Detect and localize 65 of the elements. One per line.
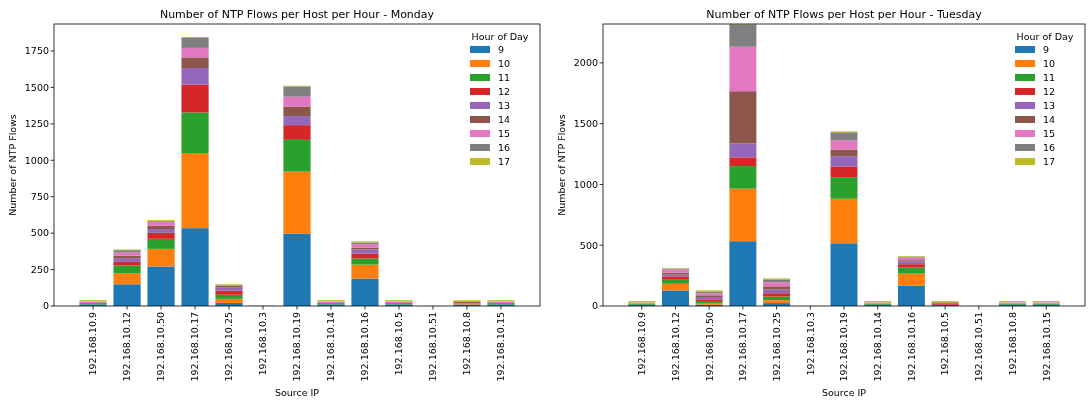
y-axis-title: Number of NTP Flows xyxy=(556,114,567,216)
legend-label: 9 xyxy=(498,44,505,55)
x-tick-label: 192.168.10.5 xyxy=(393,312,405,376)
legend-title: Hour of Day xyxy=(471,31,529,42)
x-tick-label: 192.168.10.3 xyxy=(804,312,816,376)
x-tick-label: 192.168.10.3 xyxy=(257,312,269,376)
x-tick-label: 192.168.10.17 xyxy=(737,312,749,382)
x-tick-label: 192.168.10.16 xyxy=(905,312,917,382)
legend-label: 10 xyxy=(498,58,511,69)
x-tick-label: 192.168.10.15 xyxy=(1040,312,1052,382)
legend-label: 9 xyxy=(1043,44,1050,55)
legend-title: Hour of Day xyxy=(1016,31,1074,42)
legend-label: 16 xyxy=(498,142,511,153)
y-tick-label: 1500 xyxy=(24,81,49,93)
legend-label: 13 xyxy=(498,100,511,111)
legend-label: 13 xyxy=(1043,100,1056,111)
x-tick-label: 192.168.10.19 xyxy=(291,312,303,382)
x-tick-label: 192.168.10.8 xyxy=(461,312,473,376)
legend-label: 15 xyxy=(1043,128,1056,139)
x-tick-label: 192.168.10.9 xyxy=(636,312,648,376)
legend-label: 14 xyxy=(498,114,511,125)
x-tick-label: 192.168.10.15 xyxy=(495,312,507,382)
x-tick-label: 192.168.10.51 xyxy=(973,312,985,382)
x-tick-label: 192.168.10.12 xyxy=(669,312,681,382)
y-tick-label: 750 xyxy=(30,191,49,203)
y-tick-label: 0 xyxy=(591,300,598,312)
x-tick-label: 192.168.10.50 xyxy=(703,312,715,382)
x-tick-label: 192.168.10.5 xyxy=(939,312,951,376)
y-tick-label: 250 xyxy=(30,263,49,275)
x-tick-label: 192.168.10.25 xyxy=(223,312,235,382)
x-tick-label: 192.168.10.16 xyxy=(359,312,371,382)
x-tick-label: 192.168.10.12 xyxy=(121,312,133,382)
x-tick-label: 192.168.10.17 xyxy=(189,312,201,382)
y-tick-label: 0 xyxy=(42,300,49,312)
legend-label: 12 xyxy=(498,86,511,97)
legend-label: 10 xyxy=(1043,58,1056,69)
legend-label: 15 xyxy=(498,128,511,139)
x-tick-label: 192.168.10.14 xyxy=(872,312,884,382)
y-tick-label: 500 xyxy=(30,227,49,239)
legend-label: 12 xyxy=(1043,86,1056,97)
chart-title: Number of NTP Flows per Host per Hour - Monday xyxy=(159,8,435,21)
y-tick-label: 2000 xyxy=(573,57,598,69)
x-tick-label: 192.168.10.50 xyxy=(155,312,167,382)
y-axis-title: Number of NTP Flows xyxy=(7,114,18,216)
legend-label: 17 xyxy=(1043,156,1056,167)
legend-label: 16 xyxy=(1043,142,1056,153)
legend-label: 17 xyxy=(498,156,511,167)
legend-label: 14 xyxy=(1043,114,1056,125)
x-tick-label: 192.168.10.51 xyxy=(427,312,439,382)
legend-label: 11 xyxy=(1043,72,1056,83)
legend-label: 11 xyxy=(498,72,511,83)
x-tick-label: 192.168.10.9 xyxy=(87,312,99,376)
x-tick-label: 192.168.10.25 xyxy=(770,312,782,382)
x-tick-label: 192.168.10.8 xyxy=(1006,312,1018,376)
x-tick-label: 192.168.10.19 xyxy=(838,312,850,382)
x-axis-title: Source IP xyxy=(274,387,320,398)
y-tick-label: 1000 xyxy=(573,178,598,190)
y-tick-label: 1250 xyxy=(24,118,49,130)
x-tick-label: 192.168.10.14 xyxy=(325,312,337,382)
y-tick-label: 1750 xyxy=(24,45,49,57)
y-tick-label: 1500 xyxy=(573,118,598,129)
x-axis-title: Source IP xyxy=(821,387,867,398)
y-tick-label: 500 xyxy=(579,239,598,251)
y-tick-label: 1000 xyxy=(24,154,49,166)
chart-title: Number of NTP Flows per Host per Hour - Tuesday xyxy=(706,8,983,21)
